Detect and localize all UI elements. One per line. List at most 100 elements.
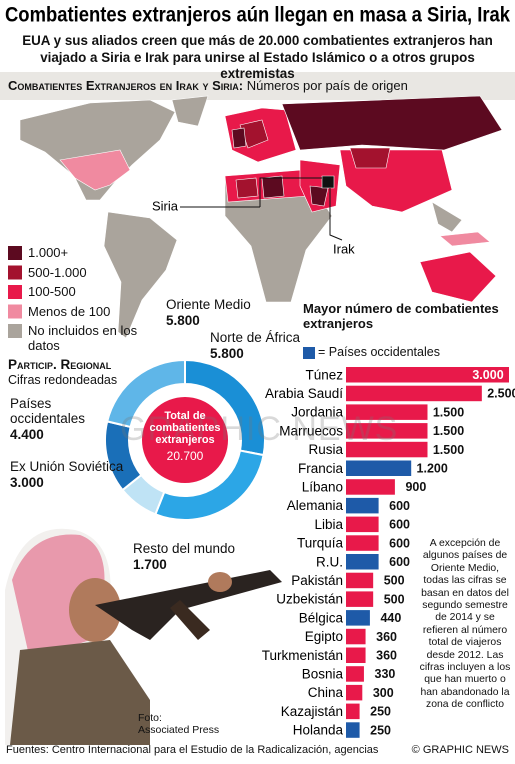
- photo-credit-line: Foto:: [138, 712, 162, 724]
- value-label: 300: [373, 686, 394, 700]
- value-label: 1.500: [433, 405, 464, 419]
- category-label: Rusia: [308, 442, 343, 457]
- bar: [346, 572, 374, 589]
- value-label-box: [367, 629, 406, 644]
- value-label-box: [375, 573, 414, 588]
- value-label: 600: [389, 499, 410, 513]
- category-label: Alemania: [287, 498, 344, 513]
- note: A excepción de algunos países de Oriente…: [419, 538, 511, 711]
- donut-center-label: Total de combatientes extranjeros: [149, 410, 221, 446]
- watermark: GRAPHIC NEWS: [120, 410, 399, 448]
- bar: [346, 703, 360, 720]
- bar-title: Mayor número de combatientes extranjeros: [303, 301, 499, 331]
- category-label: Turkmenistán: [262, 648, 343, 663]
- map-label: Siria: [152, 198, 179, 213]
- category-label: Marruecos: [279, 423, 343, 438]
- value-label: 250: [370, 723, 391, 737]
- category-label: Egipto: [305, 629, 343, 644]
- map-subtitle: Números por país de origen: [246, 78, 408, 93]
- donut-segment: [105, 358, 186, 429]
- donut-title: Particip. Regional: [8, 357, 112, 372]
- bar: [346, 591, 374, 607]
- value-label: 360: [376, 649, 397, 663]
- value-label: 600: [389, 555, 410, 569]
- bar: [346, 404, 428, 420]
- photo: [5, 528, 282, 745]
- bar: [346, 460, 412, 476]
- value-label-box: [361, 723, 400, 737]
- map-header: Combatientes Extranjeros en Irak y Siria…: [8, 78, 408, 93]
- bar: [346, 628, 366, 645]
- value-label: 360: [376, 630, 397, 644]
- donut-label: Ex Unión Soviética: [10, 459, 124, 474]
- bar: [346, 367, 509, 383]
- legend-swatch: [8, 304, 22, 319]
- legend-swatch: [8, 324, 22, 338]
- map-title: Combatientes Extranjeros en Irak y Siria…: [8, 78, 244, 93]
- value-label-box: [396, 480, 435, 494]
- category-label: Arabia Saudí: [265, 386, 343, 401]
- donut-value: 4.400: [10, 427, 44, 442]
- legend-swatch: [8, 265, 22, 280]
- donut-value: 5.800: [210, 346, 244, 361]
- category-label: Kazajistán: [281, 704, 343, 719]
- value-label-box: [483, 386, 515, 401]
- legend-label: Menos de 100: [28, 303, 111, 319]
- category-label: Pakistán: [291, 573, 343, 588]
- bar: [346, 516, 379, 533]
- bar: [346, 647, 366, 663]
- value-label: 1.500: [433, 424, 464, 438]
- donut-total: 20.700: [166, 449, 204, 463]
- bar: [346, 535, 379, 551]
- donut-label: Países occidentales: [10, 396, 86, 426]
- legend-swatch: [8, 246, 22, 260]
- category-label: R.U.: [316, 554, 343, 569]
- donut-subtitle: Cifras redondeadas: [8, 373, 118, 387]
- value-label-box: [380, 555, 419, 569]
- value-label: 1.200: [417, 462, 448, 476]
- legend-label: No incluidos en los datos: [28, 323, 138, 353]
- value-label-box: [371, 611, 410, 625]
- photo-credit-line: Associated Press: [138, 724, 220, 736]
- bar: [346, 441, 428, 458]
- value-label: 900: [405, 480, 426, 494]
- bar: [346, 722, 360, 738]
- legend-label: 1.000+: [28, 245, 69, 260]
- source: Fuentes: Centro Internacional para el Es…: [6, 744, 379, 756]
- bar: [346, 497, 379, 514]
- category-label: Francia: [298, 461, 344, 476]
- category-label: Jordania: [291, 405, 343, 420]
- category-label: Libia: [314, 517, 343, 532]
- photo-credit: Foto: Associated Press: [138, 712, 219, 736]
- donut-label: Norte de África: [210, 330, 301, 345]
- category-label: Líbano: [302, 480, 343, 495]
- category-label: China: [308, 685, 344, 700]
- legend-label: 500-1.000: [28, 264, 87, 280]
- value-label: 250: [370, 705, 391, 719]
- legend-swatch: [303, 347, 315, 359]
- value-label-box: [380, 498, 419, 513]
- map-label: Irak: [333, 241, 355, 256]
- value-label: 500: [384, 592, 405, 606]
- value-label-box: [413, 461, 452, 475]
- category-label: Túnez: [305, 367, 343, 382]
- category-label: Bélgica: [299, 610, 344, 625]
- value-label-box: [375, 592, 414, 606]
- donut-label: Resto del mundo: [133, 541, 236, 556]
- bar: [346, 684, 363, 701]
- value-label-box: [380, 517, 419, 532]
- pointer-line: [329, 188, 343, 241]
- value-label: 330: [375, 667, 396, 681]
- category-label: Holanda: [293, 723, 344, 738]
- credit: © GRAPHIC NEWS: [411, 744, 509, 756]
- value-label-box: [429, 424, 468, 438]
- bar: [346, 385, 482, 402]
- world-map: [19, 95, 503, 339]
- donut-center: [140, 395, 230, 485]
- pointer-line: [259, 177, 322, 207]
- legend-swatch: [8, 285, 22, 299]
- value-label-box: [380, 536, 419, 550]
- value-label: 500: [384, 574, 405, 588]
